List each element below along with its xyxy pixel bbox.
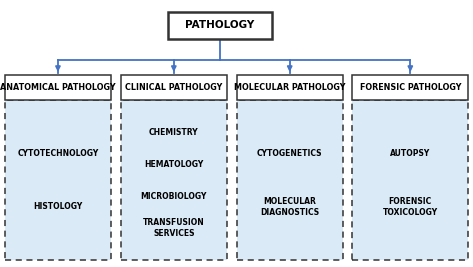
Text: FORENSIC
TOXICOLOGY: FORENSIC TOXICOLOGY: [383, 197, 438, 217]
Text: CYTOTECHNOLOGY: CYTOTECHNOLOGY: [18, 149, 98, 158]
Bar: [352, 100, 468, 260]
Text: CHEMISTRY: CHEMISTRY: [149, 128, 199, 137]
Bar: [121, 100, 227, 260]
Bar: [236, 100, 343, 260]
Text: MOLECULAR PATHOLOGY: MOLECULAR PATHOLOGY: [234, 83, 345, 92]
Bar: [121, 75, 227, 100]
Text: MOLECULAR
DIAGNOSTICS: MOLECULAR DIAGNOSTICS: [260, 197, 319, 217]
Text: HISTOLOGY: HISTOLOGY: [33, 202, 83, 211]
Bar: [5, 75, 111, 100]
Text: ANATOMICAL PATHOLOGY: ANATOMICAL PATHOLOGY: [0, 83, 116, 92]
Text: TRANSFUSION
SERVICES: TRANSFUSION SERVICES: [143, 218, 205, 238]
Bar: [5, 100, 111, 260]
Text: CYTOGENETICS: CYTOGENETICS: [257, 149, 323, 158]
Text: HEMATOLOGY: HEMATOLOGY: [144, 160, 203, 169]
Bar: [352, 75, 468, 100]
Bar: [236, 75, 343, 100]
Text: CLINICAL PATHOLOGY: CLINICAL PATHOLOGY: [125, 83, 222, 92]
Bar: [168, 12, 272, 39]
Text: PATHOLOGY: PATHOLOGY: [185, 20, 254, 30]
Text: AUTOPSY: AUTOPSY: [390, 149, 430, 158]
Text: FORENSIC PATHOLOGY: FORENSIC PATHOLOGY: [359, 83, 461, 92]
Text: MICROBIOLOGY: MICROBIOLOGY: [140, 192, 207, 201]
